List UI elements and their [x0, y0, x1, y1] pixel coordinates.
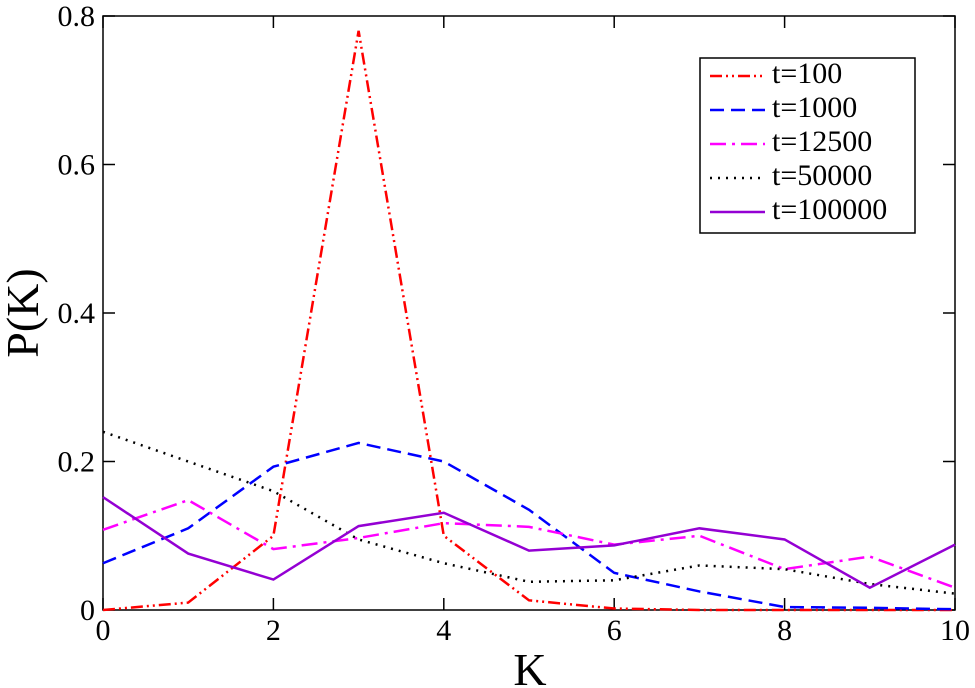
series-line — [102, 496, 956, 590]
legend-label: t=1000 — [772, 91, 857, 124]
y-tick-label: 0.2 — [58, 446, 96, 479]
legend-label: t=100000 — [772, 193, 887, 226]
legend-label: t=100 — [772, 57, 842, 90]
x-tick-label: 2 — [266, 614, 281, 647]
x-tick-label: 6 — [607, 614, 622, 647]
y-axis-label: P(K) — [0, 268, 48, 357]
y-tick-label: 0.8 — [58, 0, 96, 33]
y-tick-label: 0.4 — [58, 297, 96, 330]
y-tick-label: 0 — [80, 594, 95, 627]
legend-label: t=12500 — [772, 125, 872, 158]
x-tick-label: 8 — [777, 614, 792, 647]
x-axis-label: K — [513, 644, 546, 688]
y-tick-label: 0.6 — [58, 149, 96, 182]
series-line — [102, 30, 955, 612]
x-tick-label: 0 — [96, 614, 111, 647]
x-tick-label: 10 — [940, 614, 970, 647]
series-line — [102, 430, 956, 595]
series-line — [102, 441, 956, 611]
series-line — [102, 498, 956, 589]
legend-box — [699, 57, 916, 234]
legend-label: t=50000 — [772, 159, 872, 192]
x-tick-label: 4 — [436, 614, 451, 647]
